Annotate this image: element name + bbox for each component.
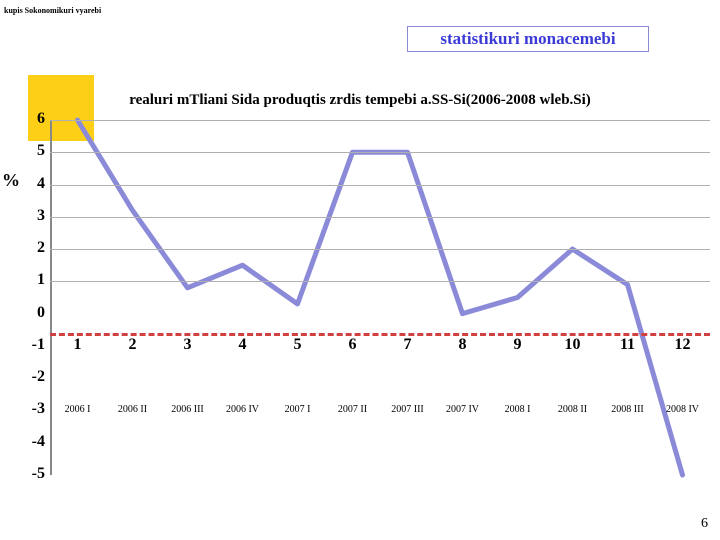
x-quarter-label: 2006 I: [65, 404, 91, 415]
x-quarter-label: 2008 III: [611, 404, 644, 415]
x-quarter-label: 2007 III: [391, 404, 424, 415]
x-number: 8: [459, 336, 467, 354]
x-number: 9: [514, 336, 522, 354]
y-tick: -3: [25, 400, 45, 418]
y-tick: 5: [25, 142, 45, 160]
plot-area: 1234567891011122006 I2006 II2006 III2006…: [50, 120, 710, 475]
data-line: [50, 120, 710, 475]
page-number: 6: [701, 516, 708, 532]
x-number: 1: [74, 336, 82, 354]
y-axis-label: %: [2, 170, 20, 191]
x-quarter-label: 2006 III: [171, 404, 204, 415]
y-tick: 1: [25, 271, 45, 289]
gridline: [50, 152, 710, 153]
y-tick: 0: [25, 304, 45, 322]
header-box: statistikuri monacemebi: [407, 26, 649, 52]
y-tick: 3: [25, 207, 45, 225]
x-quarter-label: 2006 II: [118, 404, 147, 415]
zero-line: [50, 333, 710, 336]
chart-container: % 6543210-1-2-3-4-5 1234567891011122006 …: [0, 120, 720, 520]
gridline: [50, 217, 710, 218]
x-number: 7: [404, 336, 412, 354]
x-number: 4: [239, 336, 247, 354]
y-tick: -2: [25, 368, 45, 386]
x-number: 12: [675, 336, 691, 354]
y-tick: 4: [25, 175, 45, 193]
x-number: 10: [565, 336, 581, 354]
x-quarter-label: 2007 I: [285, 404, 311, 415]
x-quarter-label: 2008 I: [505, 404, 531, 415]
x-quarter-label: 2007 II: [338, 404, 367, 415]
gridline: [50, 120, 710, 121]
y-tick: 6: [25, 110, 45, 128]
chart-subtitle: realuri mTliani Sida produqtis zrdis tem…: [0, 92, 720, 109]
x-quarter-label: 2008 IV: [666, 404, 699, 415]
x-quarter-label: 2006 IV: [226, 404, 259, 415]
x-number: 6: [349, 336, 357, 354]
x-number: 5: [294, 336, 302, 354]
gridline: [50, 249, 710, 250]
y-tick: -4: [25, 433, 45, 451]
y-tick: -5: [25, 465, 45, 483]
x-number: 2: [129, 336, 137, 354]
gridline: [50, 185, 710, 186]
y-tick: -1: [25, 336, 45, 354]
gridline: [50, 281, 710, 282]
small-title: kupis Sokonomikuri vyarebi: [4, 6, 101, 15]
x-quarter-label: 2008 II: [558, 404, 587, 415]
x-quarter-label: 2007 IV: [446, 404, 479, 415]
x-number: 11: [620, 336, 635, 354]
y-tick: 2: [25, 239, 45, 257]
x-number: 3: [184, 336, 192, 354]
